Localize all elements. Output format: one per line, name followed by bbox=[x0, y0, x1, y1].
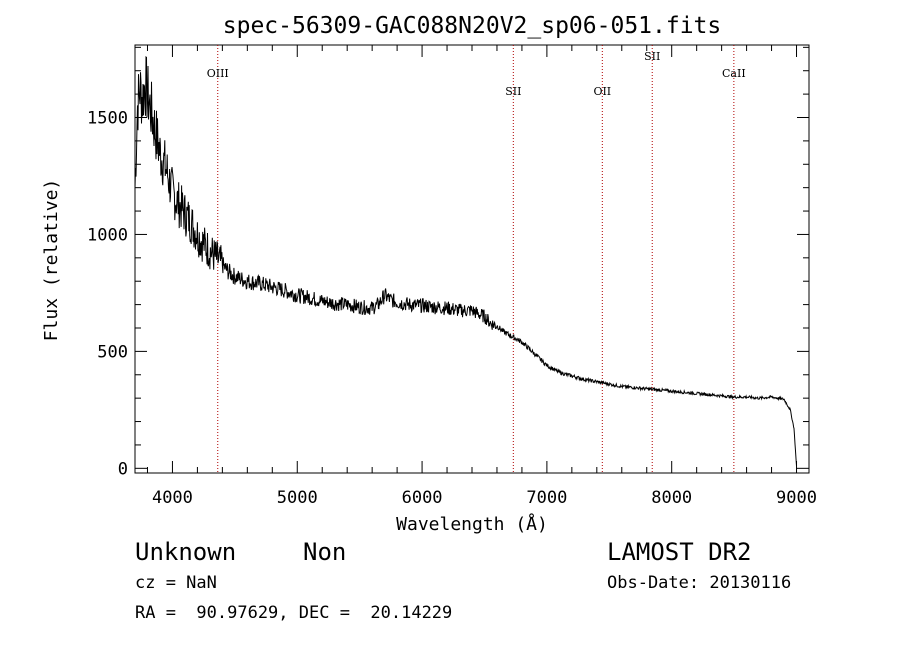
line-marker-label: SII bbox=[505, 85, 521, 98]
y-axis-label: Flux (relative) bbox=[41, 179, 62, 342]
y-axis-ticks: 0 500 1000 1500 bbox=[87, 46, 809, 479]
y-tick-label: 1500 bbox=[87, 109, 128, 129]
object-class: Unknown bbox=[135, 538, 237, 566]
line-marker-label: SII bbox=[644, 50, 660, 63]
plot-frame bbox=[134, 44, 810, 474]
x-tick-label: 9000 bbox=[776, 488, 817, 508]
x-tick-label: 8000 bbox=[651, 488, 692, 508]
x-axis-ticks: 4000 5000 6000 7000 8000 9000 bbox=[146, 45, 817, 508]
x-tick-label: 5000 bbox=[277, 488, 318, 508]
y-tick-label: 500 bbox=[97, 342, 128, 362]
y-tick-label: 1000 bbox=[87, 225, 128, 245]
observation-date: Obs-Date: 20130116 bbox=[607, 573, 792, 593]
spectrum-chart: spec-56309-GAC088N20V2_sp06-051.fits OII… bbox=[41, 13, 817, 535]
emission-line-markers: OIII SII OII SII CaII bbox=[207, 45, 746, 473]
line-marker-label: CaII bbox=[722, 67, 746, 80]
x-tick-label: 7000 bbox=[526, 488, 567, 508]
chart-title: spec-56309-GAC088N20V2_sp06-051.fits bbox=[223, 13, 722, 39]
object-subclass: Non bbox=[303, 538, 347, 566]
redshift-value: cz = NaN bbox=[135, 573, 217, 593]
x-tick-label: 6000 bbox=[402, 488, 443, 508]
x-tick-label: 4000 bbox=[152, 488, 193, 508]
x-axis-label: Wavelength (Å) bbox=[396, 513, 548, 535]
spectrum-line bbox=[134, 55, 797, 467]
sky-coordinates: RA = 90.97629, DEC = 20.14229 bbox=[135, 603, 453, 623]
line-marker-label: OIII bbox=[207, 67, 229, 80]
y-tick-label: 0 bbox=[118, 459, 128, 479]
data-release: LAMOST DR2 bbox=[607, 538, 752, 566]
line-marker-label: OII bbox=[593, 85, 611, 98]
